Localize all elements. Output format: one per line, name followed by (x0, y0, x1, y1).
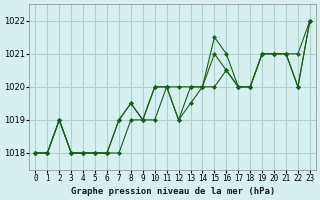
X-axis label: Graphe pression niveau de la mer (hPa): Graphe pression niveau de la mer (hPa) (70, 187, 275, 196)
